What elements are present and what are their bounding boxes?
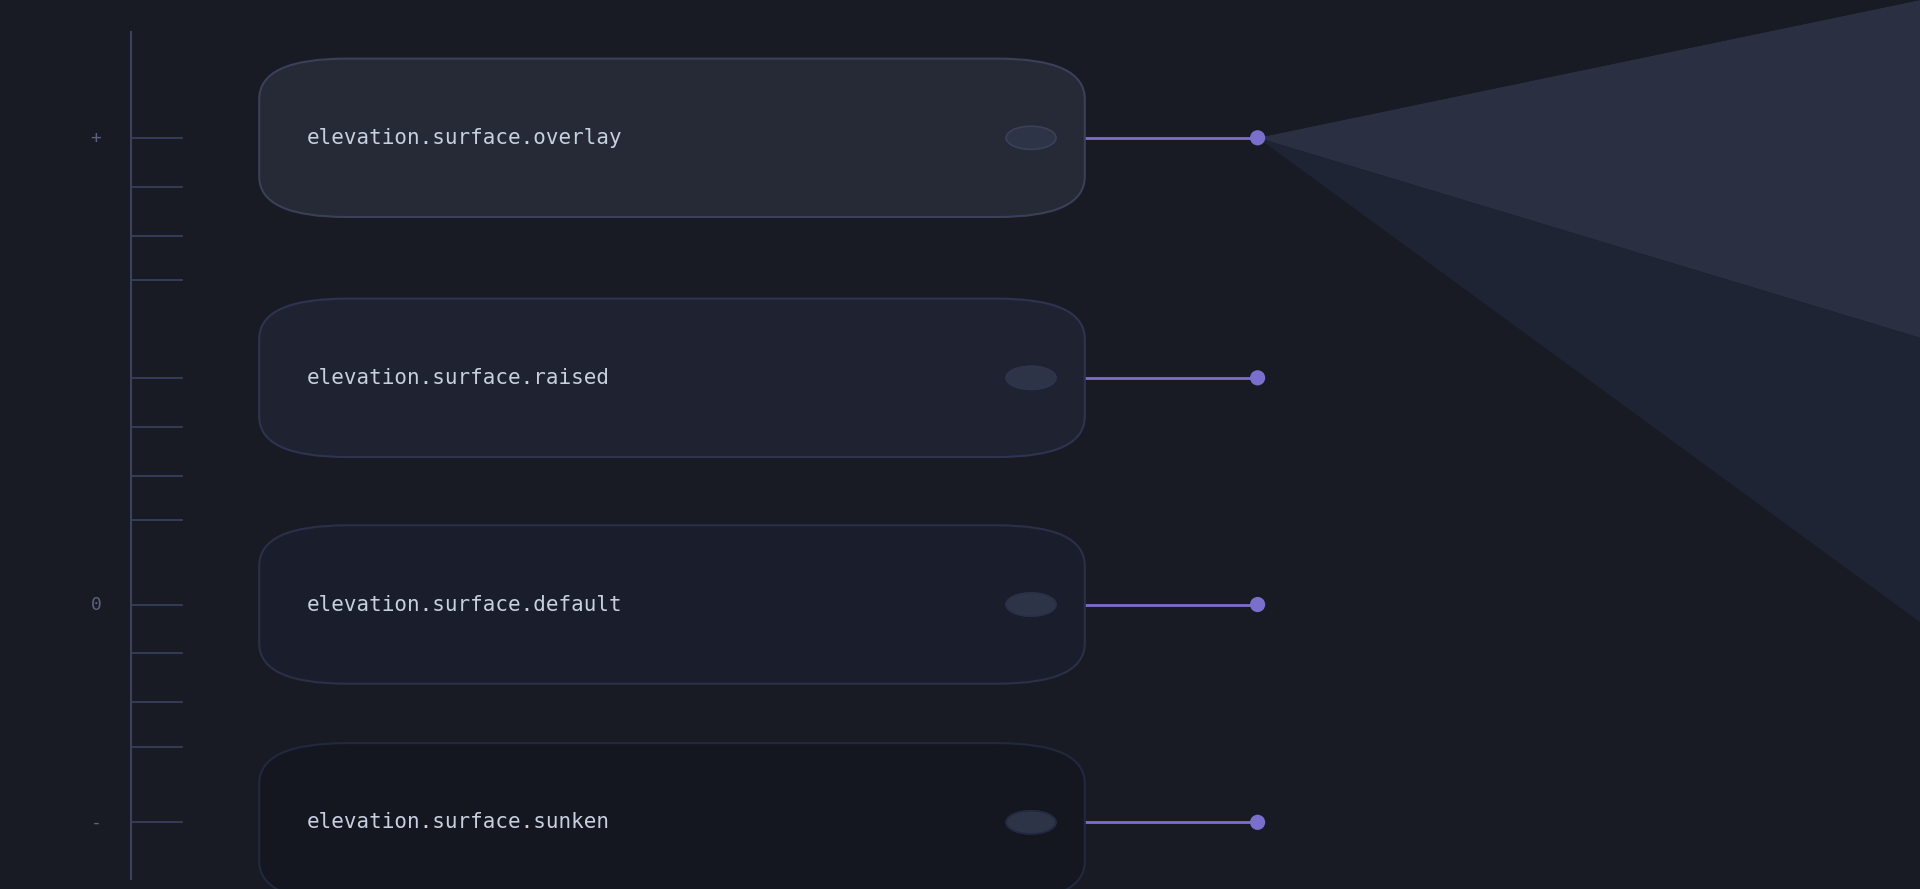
- Circle shape: [1006, 126, 1056, 149]
- Text: 0: 0: [90, 596, 102, 613]
- Point: [1242, 815, 1273, 829]
- Point: [1242, 131, 1273, 145]
- Text: +: +: [90, 129, 102, 147]
- FancyBboxPatch shape: [259, 525, 1085, 684]
- Text: elevation.surface.raised: elevation.surface.raised: [307, 368, 611, 388]
- Circle shape: [1006, 593, 1056, 616]
- Polygon shape: [1258, 0, 1920, 338]
- Polygon shape: [1258, 0, 1920, 138]
- Circle shape: [1006, 366, 1056, 389]
- FancyBboxPatch shape: [259, 59, 1085, 217]
- Point: [1242, 597, 1273, 612]
- Polygon shape: [1258, 138, 1920, 622]
- Circle shape: [1006, 811, 1056, 834]
- Text: -: -: [90, 813, 102, 831]
- FancyBboxPatch shape: [259, 743, 1085, 889]
- Text: elevation.surface.default: elevation.surface.default: [307, 595, 622, 614]
- FancyBboxPatch shape: [259, 299, 1085, 457]
- Text: elevation.surface.overlay: elevation.surface.overlay: [307, 128, 622, 148]
- Point: [1242, 371, 1273, 385]
- Polygon shape: [1258, 138, 1920, 889]
- Text: elevation.surface.sunken: elevation.surface.sunken: [307, 813, 611, 832]
